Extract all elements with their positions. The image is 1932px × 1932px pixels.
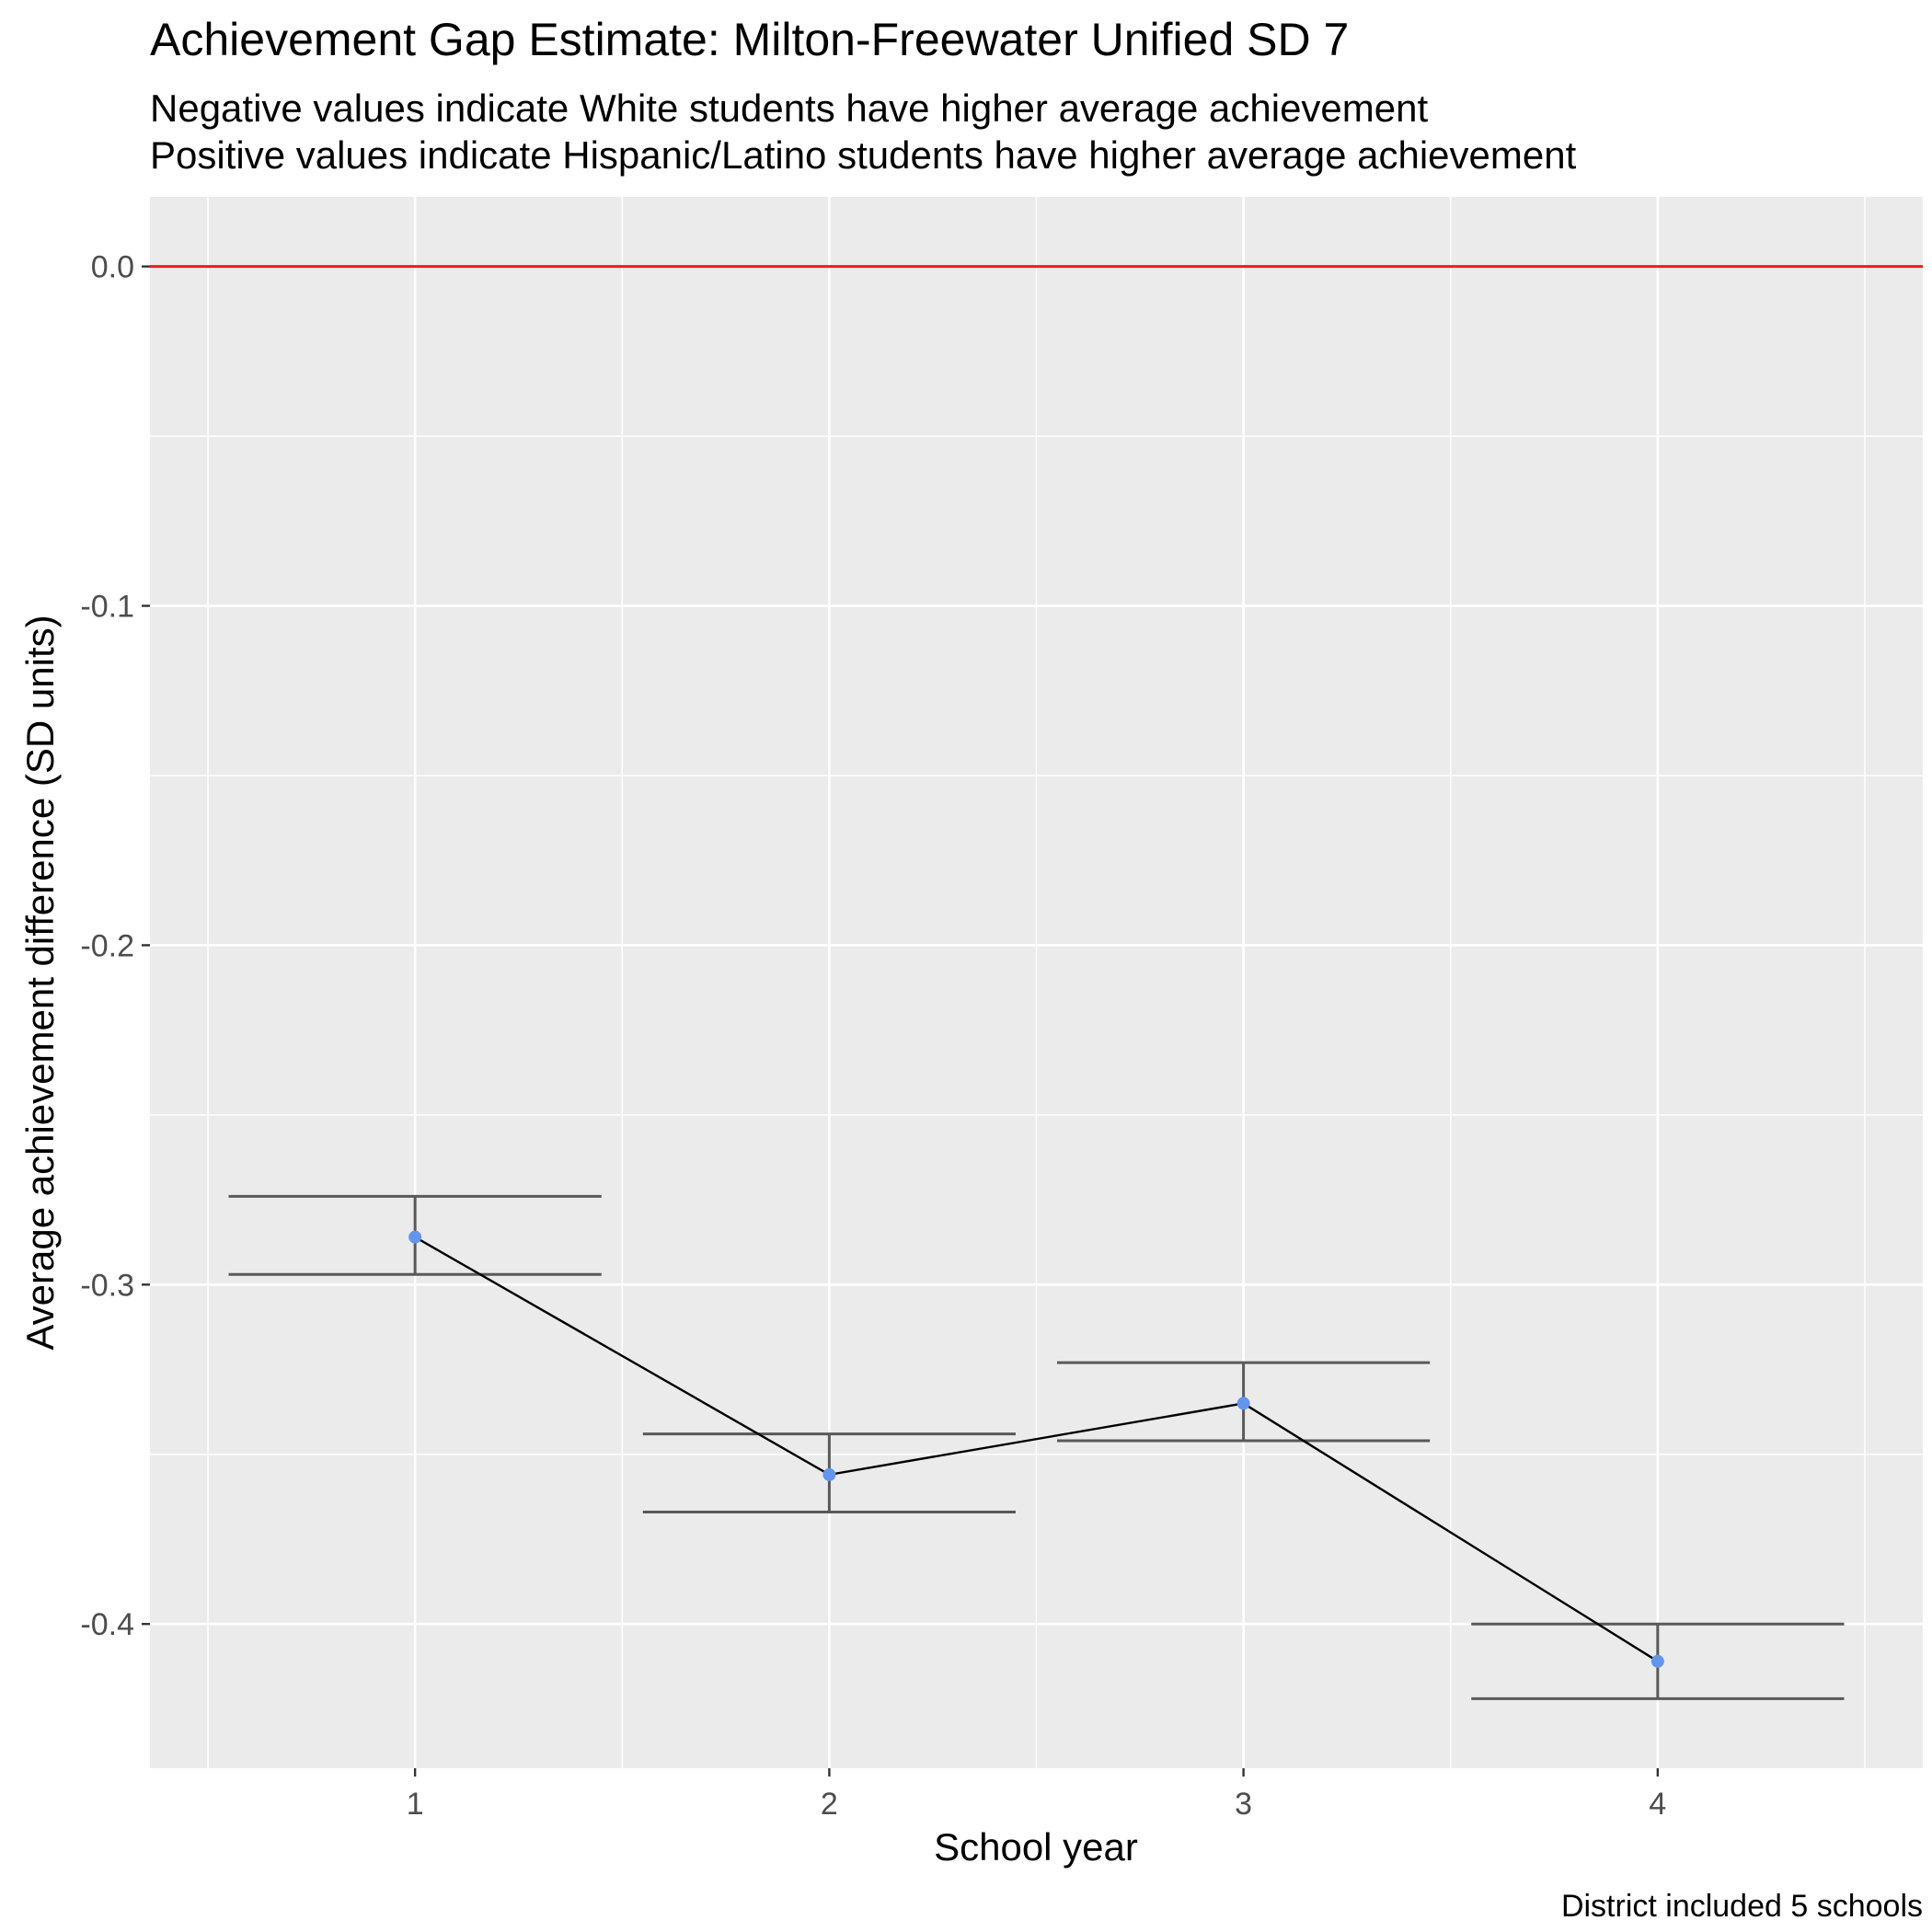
chart-title: Achievement Gap Estimate: Milton-Freewat… [150, 14, 1349, 65]
point-layer [408, 1230, 1664, 1668]
data-point-1 [408, 1230, 422, 1244]
y-tick-label-3: -0.3 [80, 1268, 134, 1303]
chart-caption: District included 5 schools [1561, 1889, 1923, 1924]
y-tick-label-2: -0.2 [80, 928, 134, 963]
x-tick-label-0: 1 [407, 1787, 424, 1822]
y-axis-title: Average achievement difference (SD units… [18, 615, 62, 1350]
data-point-4 [1650, 1654, 1664, 1668]
x-tick-label-3: 4 [1649, 1787, 1666, 1822]
x-tick-label-2: 3 [1235, 1787, 1252, 1822]
data-point-2 [822, 1467, 836, 1481]
y-tick-label-4: -0.4 [80, 1607, 134, 1642]
y-tick-label-1: -0.1 [80, 590, 134, 625]
errorbar-layer [228, 1194, 1845, 1700]
y-tick-label-0: 0.0 [91, 250, 134, 285]
grid-minor [150, 197, 1923, 1768]
x-tick-label-1: 2 [821, 1787, 838, 1822]
chart-subtitle-line-2: Positive values indicate Hispanic/Latino… [150, 133, 1577, 177]
x-axis-title: School year [934, 1825, 1138, 1869]
data-point-3 [1236, 1397, 1250, 1410]
y-axis: 0.0 -0.1 -0.2 -0.3 -0.4 [80, 250, 150, 1642]
chart-subtitle-line-1: Negative values indicate White students … [150, 86, 1428, 130]
x-axis: 1 2 3 4 [407, 1768, 1666, 1822]
series-line [414, 1236, 1659, 1662]
line-layer [414, 1236, 1659, 1662]
